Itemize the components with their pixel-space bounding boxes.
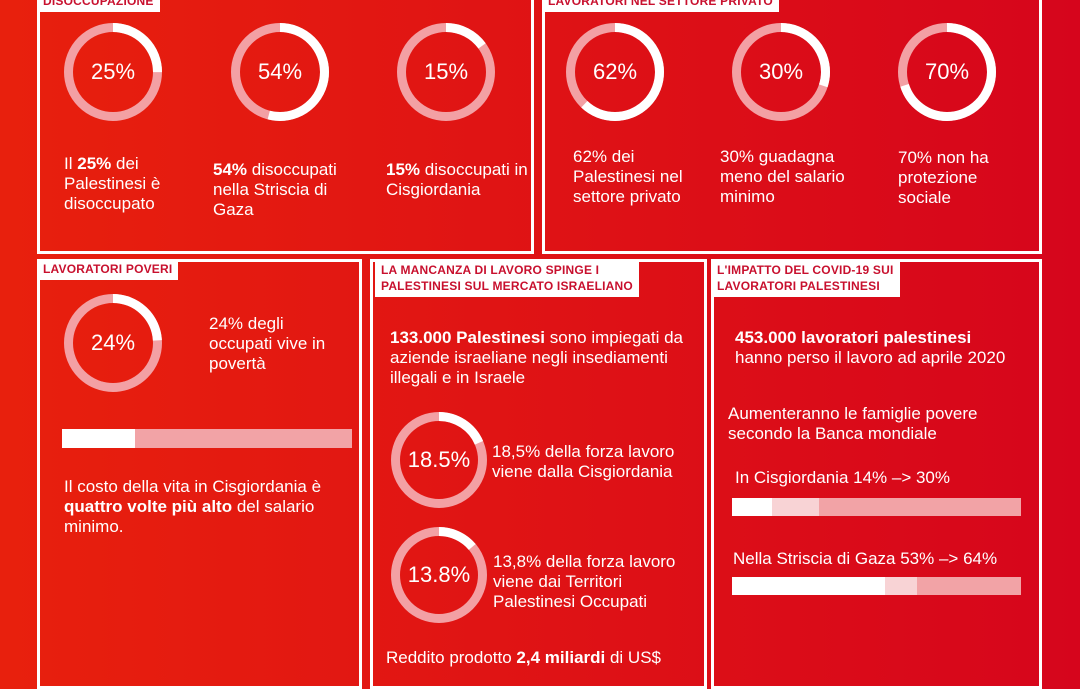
westbank-poverty-bar	[732, 498, 1021, 516]
donut-ring	[391, 527, 487, 623]
donut-label: 13.8%	[407, 562, 471, 587]
donut-ring	[64, 294, 162, 392]
bar-increase	[885, 577, 917, 595]
donut-arc	[397, 23, 495, 121]
donut-arc	[231, 23, 329, 121]
unemployment-panel	[37, 0, 534, 254]
occupied-territories-workforce-text: 13,8% della forza lavoro viene dai Terri…	[493, 552, 676, 611]
donut-label: 70%	[924, 59, 970, 84]
donut-working-poor: 24%	[63, 293, 163, 393]
donut-arc	[64, 294, 162, 392]
bar-before	[732, 498, 773, 516]
unemployment-text-gaza: 54% disoccupati nella Striscia di Gaza	[213, 160, 337, 219]
poor-families-text: Aumenteranno le famiglie povere secondo …	[728, 404, 978, 443]
working-poor-text: 24% degli occupati vive in povertà	[209, 314, 326, 373]
donut-label: 24%	[90, 330, 136, 355]
working-poor-tag: LAVORATORI POVERI	[37, 259, 179, 280]
donut-unemployment-westbank: 15%	[396, 22, 496, 122]
donut-ring	[397, 23, 495, 121]
bar-before	[732, 577, 886, 595]
israeli-employment-text: 133.000 Palestinesi sono impiegati da az…	[390, 328, 683, 387]
donut-occupied-territories-workforce: 13.8%	[390, 526, 488, 624]
donut-no-social-protection: 70%	[897, 22, 997, 122]
bar-increase	[772, 498, 819, 516]
jobs-lost-text: 453.000 lavoratori palestinesi hanno per…	[735, 328, 1006, 367]
donut-private-sector: 62%	[565, 22, 665, 122]
donut-label: 30%	[758, 59, 804, 84]
unemployment-tag: DISOCCUPAZIONE	[37, 0, 160, 12]
israeli-market-tag: LA MANCANZA DI LAVORO SPINGE I PALESTINE…	[375, 259, 639, 297]
donut-ring	[391, 412, 487, 508]
donut-arc	[391, 527, 487, 623]
unemployment-text-westbank: 15% disoccupati in Cisgiordania	[386, 160, 528, 199]
donut-unemployment-gaza: 54%	[230, 22, 330, 122]
donut-arc	[64, 23, 162, 121]
donut-arc	[732, 23, 830, 121]
donut-label: 15%	[423, 59, 469, 84]
donut-label: 62%	[592, 59, 638, 84]
donut-arc	[566, 23, 664, 121]
donut-ring	[566, 23, 664, 121]
donut-below-minimum-wage: 30%	[731, 22, 831, 122]
gaza-poverty-text: Nella Striscia di Gaza 53% –> 64%	[733, 549, 998, 568]
cost-of-living-bar-fill	[62, 429, 135, 448]
cost-of-living-bar	[62, 429, 352, 448]
westbank-poverty-text: In Cisgiordania 14% –> 30%	[735, 468, 950, 487]
private-sector-tag: LAVORATORI NEL SETTORE PRIVATO	[542, 0, 779, 12]
gaza-poverty-bar	[732, 577, 1021, 595]
donut-unemployment-total: 25%	[63, 22, 163, 122]
donut-arc	[391, 412, 487, 508]
unemployment-text-total: Il 25% dei Palestinesi è disoccupato	[64, 154, 161, 213]
westbank-workforce-text: 18,5% della forza lavoro viene dalla Cis…	[492, 442, 675, 481]
donut-westbank-workforce: 18.5%	[390, 411, 488, 509]
donut-arc	[898, 23, 996, 121]
no-social-protection-text: 70% non ha protezione sociale	[898, 148, 989, 207]
below-minimum-wage-text: 30% guadagna meno del salario minimo	[720, 147, 845, 206]
donut-label: 18.5%	[407, 447, 471, 472]
private-sector-panel	[542, 0, 1042, 254]
donut-ring	[64, 23, 162, 121]
income-produced-text: Reddito prodotto 2,4 miliardi di US$	[386, 648, 661, 667]
donut-ring	[231, 23, 329, 121]
donut-label: 54%	[257, 59, 303, 84]
donut-label: 25%	[90, 59, 136, 84]
cost-of-living-text: Il costo della vita in Cisgiordania è qu…	[64, 477, 322, 536]
donut-ring	[732, 23, 830, 121]
donut-ring	[898, 23, 996, 121]
private-sector-text: 62% dei Palestinesi nel settore privato	[573, 147, 683, 206]
covid-impact-tag: L'IMPATTO DEL COVID-19 SUI LAVORATORI PA…	[711, 259, 900, 297]
